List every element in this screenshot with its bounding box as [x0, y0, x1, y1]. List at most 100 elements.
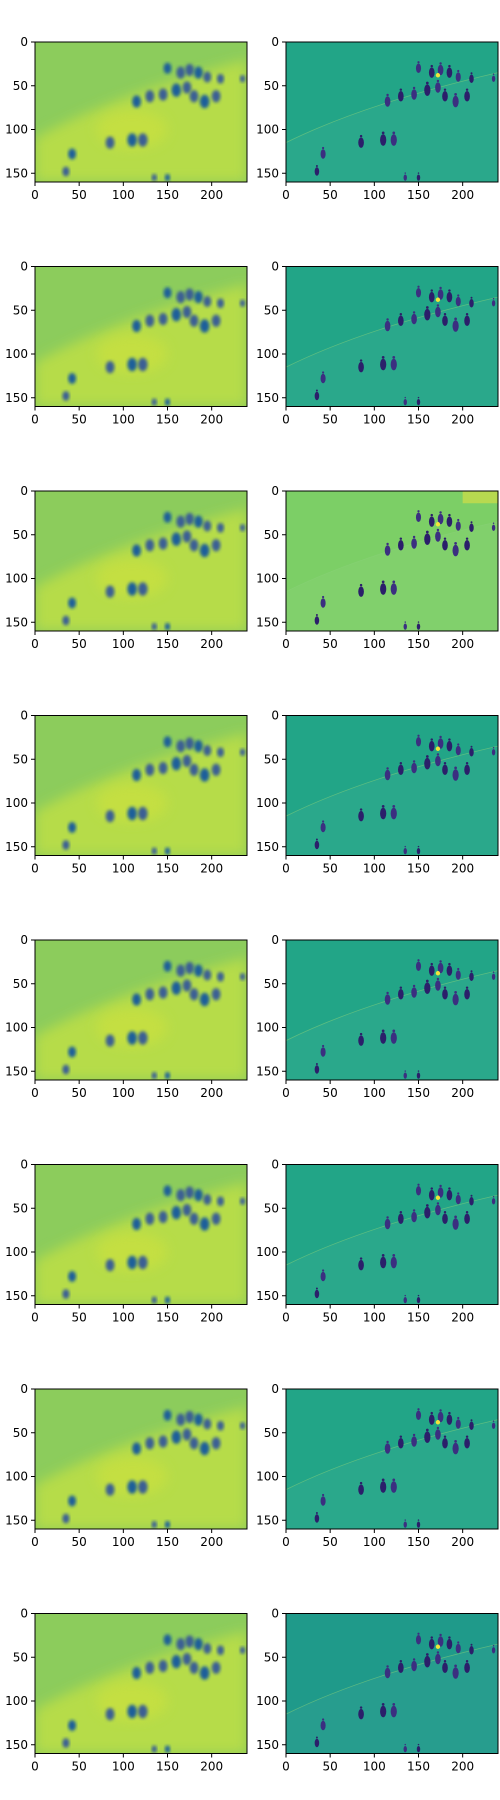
axes-frame [285, 715, 499, 856]
x-tick-label: 100 [112, 188, 135, 202]
heatmap-figure [455, 1194, 461, 1205]
heatmap-figure [437, 1636, 444, 1647]
x-tick-label: 200 [200, 862, 223, 876]
heatmap-figure [68, 148, 77, 160]
heatmap-figure [239, 75, 246, 83]
heatmap-figure [384, 545, 391, 556]
heatmap-figure-head [454, 317, 457, 321]
heatmap-figure [203, 1642, 212, 1655]
heatmap-figure-head [465, 312, 469, 316]
heatmap-figure-head [392, 1029, 396, 1033]
heatmap-figure [491, 1198, 496, 1205]
heatmap-figure-head [417, 1632, 420, 1635]
heatmap-figure [442, 315, 448, 326]
axes-frame [285, 41, 499, 183]
heatmap-background [286, 266, 498, 407]
x-tick-label: 0 [282, 1760, 290, 1774]
heatmap-figure [424, 1655, 431, 1668]
heatmap-figure [314, 1738, 320, 1748]
y-tick-label: 0 [20, 1607, 28, 1621]
heatmap-figure [314, 1514, 320, 1523]
heatmap-edge [286, 745, 498, 817]
heatmap-figure [182, 1428, 192, 1441]
heatmap-figure [446, 965, 453, 976]
x-tick-label: 100 [363, 1535, 386, 1549]
x-tick-label: 150 [156, 1760, 179, 1774]
x-tick-label: 0 [282, 1535, 290, 1549]
heatmap-figure [182, 81, 192, 94]
heatmap-figure [127, 1704, 138, 1719]
heatmap-figure-head [457, 1641, 460, 1644]
heatmap-figure [411, 1436, 417, 1447]
y-tick-label: 150 [5, 840, 28, 854]
heatmap-figure-head [399, 986, 403, 989]
axes-frame [285, 490, 499, 632]
heatmap-figure [403, 847, 407, 855]
heatmap-figure [171, 532, 182, 546]
heatmap-figure-head [425, 81, 429, 85]
heatmap-figure [132, 1442, 141, 1455]
heatmap-panel-r1-c1: 0 50 100 150 200 0 50 100 150 [5, 35, 248, 202]
heatmap-figure [358, 137, 364, 148]
heatmap-figure-head [359, 1481, 363, 1485]
heatmap-figure [415, 288, 422, 298]
x-tick-label: 0 [282, 188, 290, 202]
heatmap-figure [163, 1185, 172, 1197]
heatmap-figure-head [412, 984, 416, 988]
heatmap-figure-head [417, 845, 420, 848]
heatmap-panel-r8-c2: 0 50 100 150 200 0 50 100 150 [256, 1607, 499, 1774]
x-tick-label: 0 [31, 1760, 39, 1774]
heatmap-figure [437, 289, 444, 300]
heatmap-figure-head [470, 296, 473, 299]
x-tick-label: 150 [407, 637, 430, 651]
heatmap-figure-head [381, 1703, 385, 1706]
heatmap-figure [137, 1480, 148, 1494]
y-tick-label: 100 [256, 796, 279, 810]
heatmap-figure-head [470, 521, 473, 524]
heatmap-panel-r6-c1: 0 50 100 150 200 0 50 100 150 [5, 1158, 248, 1325]
heatmap-figure [415, 1635, 422, 1645]
y-tick-label: 50 [13, 1650, 28, 1664]
heatmap-image [286, 1389, 498, 1529]
heatmap-figure [127, 806, 138, 821]
heatmap-figure [442, 91, 448, 102]
heatmap-figure [182, 1203, 192, 1217]
heatmap-figure [390, 134, 397, 146]
heatmap-image [35, 491, 247, 631]
heatmap-figure [314, 1065, 320, 1074]
heatmap-figure [411, 313, 417, 325]
heatmap-figure-head [439, 511, 442, 514]
heatmap-figure [415, 1410, 422, 1420]
heatmap-figure [424, 84, 431, 96]
x-tick-label: 100 [363, 1086, 386, 1100]
heatmap-figure-head [430, 1411, 433, 1415]
heatmap-figure [203, 71, 212, 83]
heatmap-figure-head [399, 312, 403, 316]
heatmap-figure-head [454, 93, 457, 96]
heatmap-figure-head [448, 1187, 451, 1190]
heatmap-figure [171, 981, 182, 995]
heatmap-figure-head [417, 1408, 420, 1411]
heatmap-figure [216, 1645, 225, 1656]
heatmap-figure-head [381, 1029, 385, 1033]
heatmap-figure-head [425, 306, 429, 309]
heatmap-figure-head [430, 289, 433, 292]
x-tick-label: 100 [363, 862, 386, 876]
heatmap-figure [380, 807, 387, 820]
heatmap-figure [216, 73, 225, 84]
heatmap-figure [163, 960, 172, 972]
x-tick-label: 200 [451, 1535, 474, 1549]
heatmap-figure [446, 291, 453, 303]
heatmap-figure [469, 74, 474, 83]
heatmap-figure-head [404, 1070, 406, 1072]
heatmap-image [286, 1164, 498, 1305]
heatmap-figure-head [392, 805, 396, 808]
heatmap-figure [464, 91, 470, 102]
heatmap-figure [491, 300, 496, 307]
heatmap-figure [194, 1413, 203, 1426]
heatmap-figure [145, 1661, 155, 1674]
heatmap-figure [137, 1255, 148, 1270]
heatmap-figure [132, 1217, 141, 1231]
heatmap-figure [358, 1035, 364, 1046]
heatmap-figure [151, 847, 157, 855]
